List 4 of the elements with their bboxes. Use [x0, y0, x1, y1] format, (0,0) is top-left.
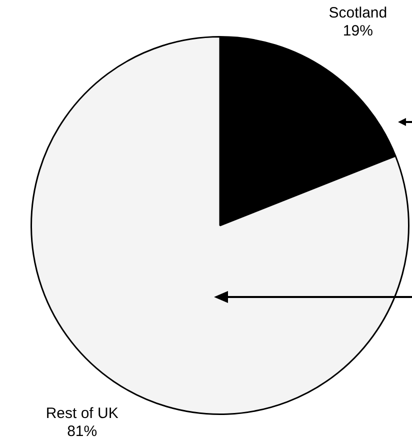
data-label: 81%: [67, 423, 98, 440]
slice-label: Rest of UK: [46, 405, 118, 422]
data-label: 19%: [342, 22, 373, 40]
slice-label: Scotland: [328, 4, 388, 22]
